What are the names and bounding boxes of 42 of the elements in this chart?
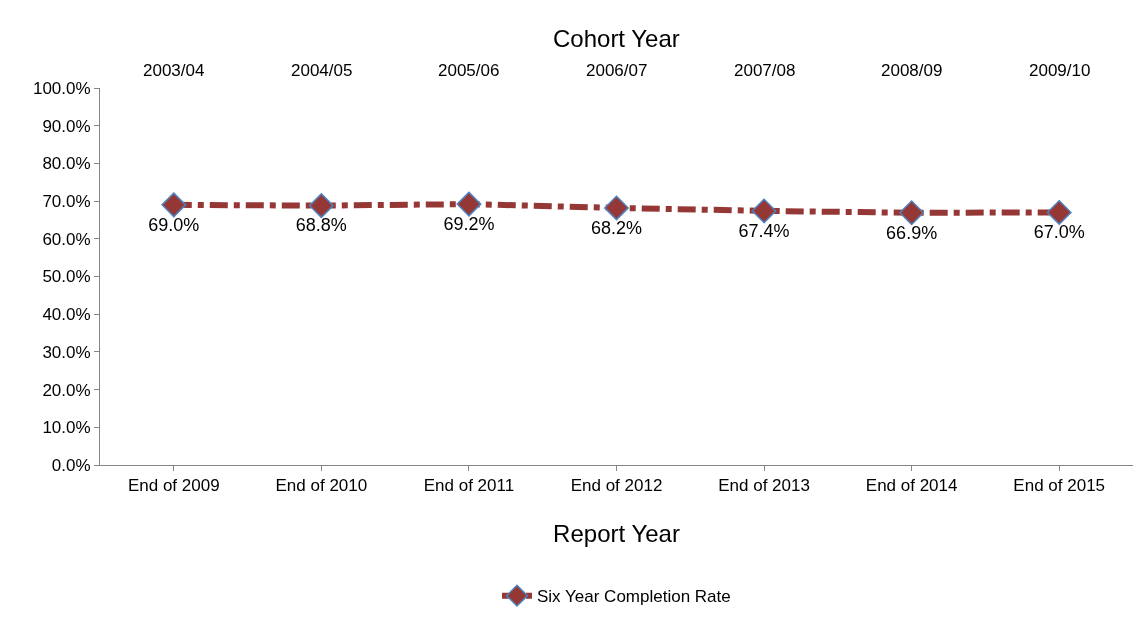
text: 2004/05 <box>291 61 353 80</box>
text: 2009/10 <box>1029 61 1091 80</box>
point <box>604 195 629 221</box>
y-tick-label: 70.0% <box>42 192 91 212</box>
x-tick-label: End of 2011 <box>423 476 515 496</box>
data-label: 68.2% <box>590 217 643 238</box>
y-tick-label: 100.0% <box>32 78 91 98</box>
data-label: 66.9% <box>886 222 938 243</box>
data-label: 67.0% <box>1033 222 1085 243</box>
x-tick-label: End of 2013 <box>718 476 810 496</box>
point <box>899 200 925 226</box>
x-tick-label: End of 2015 <box>1013 476 1106 496</box>
data-label: 69.2% <box>443 213 495 234</box>
text: 2003/04 <box>143 61 205 80</box>
y-tick-label: 0.0% <box>51 455 91 475</box>
text: 2006/07 <box>586 61 648 80</box>
data-label: 69.0% <box>148 214 200 235</box>
point <box>161 192 187 218</box>
point <box>456 191 482 217</box>
x-tick-label: End of 2012 <box>570 476 663 496</box>
y-tick-label: 20.0% <box>42 380 91 400</box>
x-tick-label: End of 2010 <box>275 476 368 496</box>
text: 2008/09 <box>881 61 943 80</box>
y-tick-label: 40.0% <box>42 305 91 325</box>
x-tick-label: End of 2014 <box>865 476 958 496</box>
data-label: 67.4% <box>738 220 790 241</box>
x-tick-label: End of 2009 <box>127 476 220 496</box>
y-tick-label: 30.0% <box>42 342 91 362</box>
text: 2007/08 <box>734 61 796 80</box>
point <box>751 198 777 224</box>
y-tick-label: 10.0% <box>42 418 91 438</box>
y-tick-label: 50.0% <box>42 267 91 287</box>
y-tick-label: 60.0% <box>42 229 91 249</box>
data-label: 68.8% <box>295 215 347 236</box>
point <box>1046 199 1072 225</box>
x2-axis-title: Cohort Year <box>553 25 680 52</box>
legend-label: Six Year Completion Rate <box>537 587 731 607</box>
x-axis-title: Report Year <box>553 519 680 547</box>
y-tick-label: 80.0% <box>42 154 91 174</box>
text: 2005/06 <box>438 61 500 80</box>
y-tick-label: 90.0% <box>42 116 91 136</box>
point <box>308 193 334 219</box>
